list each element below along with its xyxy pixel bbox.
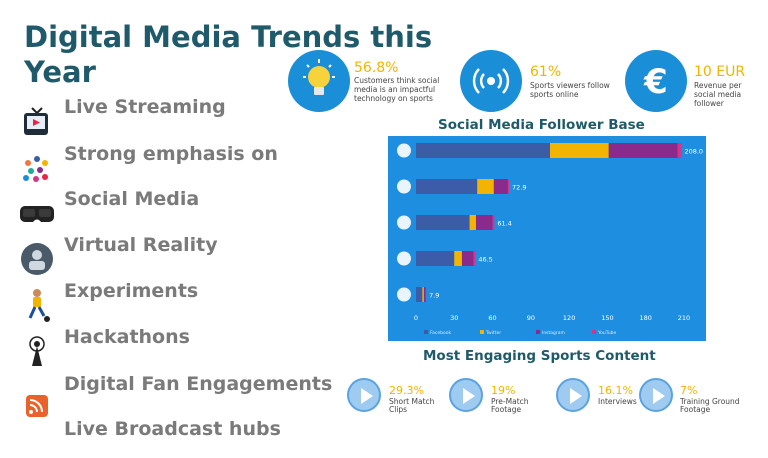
trend-label: Live Broadcast hubs xyxy=(64,418,281,440)
follower-chart-svg: 208.0 72.9 61.4 46.5 7.9 0 30 60 90 120 150 180 210 F… xyxy=(397,143,703,336)
legend-label: Instagram xyxy=(542,330,565,336)
legend-swatch xyxy=(592,330,596,334)
bar-segment xyxy=(461,251,474,266)
legend-label: Twitter xyxy=(485,330,501,336)
follower-chart: 208.0 72.9 61.4 46.5 7.9 0 30 60 90 120 150 180 210 F… xyxy=(388,136,706,341)
bar-segment xyxy=(422,287,424,302)
play-icon xyxy=(653,388,665,404)
x-tick-label: 120 xyxy=(563,314,575,322)
social-network-icon xyxy=(23,156,48,182)
x-tick-label: 150 xyxy=(601,314,613,322)
stat-value: 56.8% xyxy=(354,60,399,76)
content-description: Short Match Clips xyxy=(389,397,435,414)
bar-segment xyxy=(454,251,462,266)
content-value: 19% xyxy=(491,384,516,397)
svg-text:€: € xyxy=(643,62,668,102)
content-value: 16.1% xyxy=(598,384,633,397)
tv-icon xyxy=(24,107,48,135)
bar-total-label: 208.0 xyxy=(684,148,703,156)
bar-segment xyxy=(550,143,609,158)
content-description: Training Ground Footage xyxy=(680,397,740,414)
x-tick-label: 0 xyxy=(414,314,418,322)
x-tick-label: 30 xyxy=(450,314,458,322)
bar-segment xyxy=(493,179,508,194)
bar-segment xyxy=(677,143,682,158)
bar-segment xyxy=(608,143,678,158)
bar-total-label: 7.9 xyxy=(429,292,439,300)
x-tick-label: 60 xyxy=(488,314,496,322)
trend-label: Virtual Reality xyxy=(64,234,218,256)
stat-circle xyxy=(288,50,350,112)
play-button[interactable] xyxy=(639,378,673,412)
legend-label: Facebook xyxy=(430,330,452,336)
bar-segment xyxy=(416,143,550,158)
rss-icon xyxy=(26,395,48,417)
play-icon xyxy=(570,388,582,404)
bar-total-label: 61.4 xyxy=(497,220,511,228)
stat-circle xyxy=(460,50,522,112)
trend-label: Hackathons xyxy=(64,326,190,348)
stat-description: Revenue per social media follower xyxy=(694,81,742,108)
content-title: Most Engaging Sports Content xyxy=(423,348,656,364)
bar-segment xyxy=(423,287,426,302)
vr-headset-icon xyxy=(20,206,54,222)
play-icon xyxy=(463,388,475,404)
content-description: Interviews xyxy=(598,397,637,406)
broadcast-signal-icon xyxy=(472,68,510,94)
bar-segment xyxy=(473,251,476,266)
play-button[interactable] xyxy=(449,378,483,412)
broadcast-tower-icon xyxy=(29,336,45,366)
club-logo-icon xyxy=(397,179,411,194)
legend-swatch xyxy=(536,330,540,334)
stat-description: Customers think social media is an impac… xyxy=(354,76,440,103)
bar-segment xyxy=(475,215,493,230)
trend-label: Digital Fan Engagements xyxy=(64,373,333,395)
trend-label: Social Media xyxy=(64,188,200,210)
trend-label: Experiments xyxy=(64,280,199,302)
play-button[interactable] xyxy=(556,378,590,412)
trend-label: Live Streaming xyxy=(64,96,226,118)
content-description: Pre-Match Footage xyxy=(491,397,529,414)
bar-segment xyxy=(507,179,510,194)
euro-icon: € xyxy=(643,62,668,102)
club-logo-icon xyxy=(397,215,411,230)
x-tick-label: 90 xyxy=(527,314,535,322)
lightbulb-icon xyxy=(303,59,335,95)
x-tick-label: 180 xyxy=(640,314,652,322)
bar-segment xyxy=(416,251,455,266)
bar-segment xyxy=(425,287,427,302)
content-value: 7% xyxy=(680,384,698,397)
bar-segment xyxy=(416,215,470,230)
stat-circle: € xyxy=(625,50,687,112)
stat-value: 10 EUR xyxy=(694,64,746,80)
club-logo-icon xyxy=(397,287,411,302)
footballer-icon xyxy=(28,289,50,322)
bar-segment xyxy=(492,215,495,230)
bar-segment xyxy=(416,179,478,194)
robot-icon xyxy=(21,243,53,275)
stat-description: Sports viewers follow sports online xyxy=(530,81,610,99)
chart-title: Social Media Follower Base xyxy=(438,117,645,133)
page-title: Digital Media Trends this Year xyxy=(24,20,433,89)
x-tick-label: 210 xyxy=(678,314,690,322)
legend-swatch xyxy=(480,330,484,334)
club-logo-icon xyxy=(397,251,411,266)
legend-swatch xyxy=(424,330,428,334)
content-value: 29.3% xyxy=(389,384,424,397)
trend-label: Strong emphasis on xyxy=(64,143,278,165)
bar-total-label: 72.9 xyxy=(512,184,526,192)
bar-segment xyxy=(416,287,423,302)
bar-segment xyxy=(469,215,476,230)
legend-label: YouTube xyxy=(597,330,617,336)
play-icon xyxy=(361,388,373,404)
stat-value: 61% xyxy=(530,64,562,80)
club-logo-icon xyxy=(397,143,411,158)
bar-segment xyxy=(477,179,494,194)
play-button[interactable] xyxy=(347,378,381,412)
bar-total-label: 46.5 xyxy=(478,256,492,264)
